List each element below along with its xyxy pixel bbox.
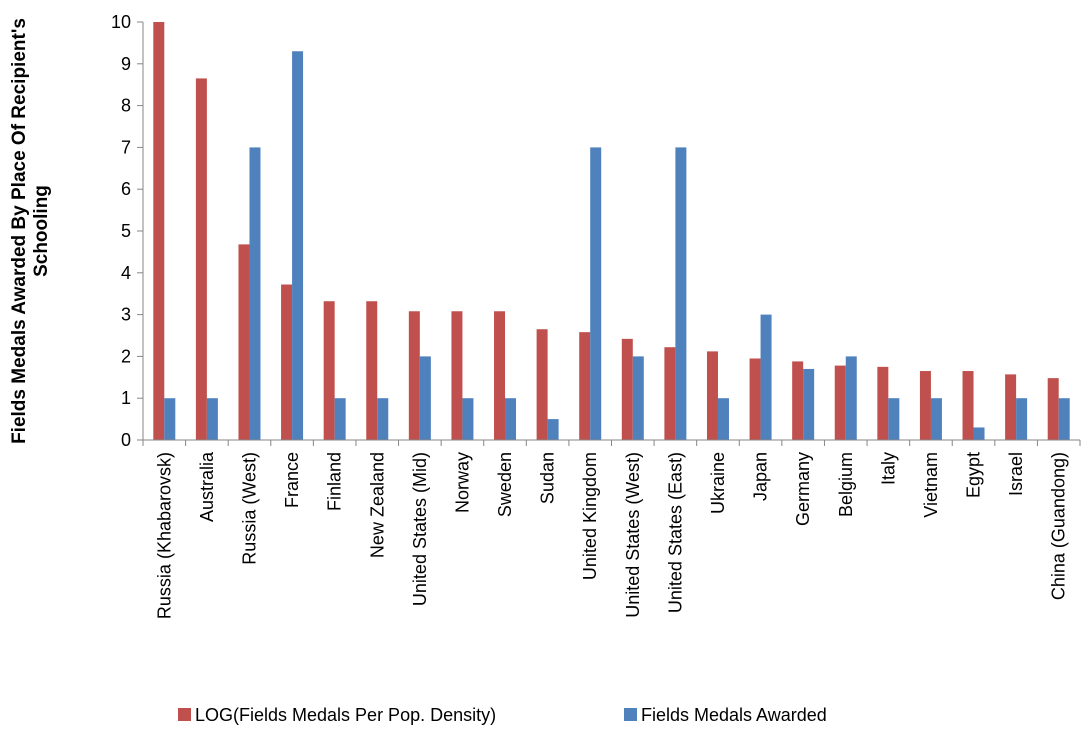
y-axis-ticks: 0 1 2 3 4 5 6 7 8 9 10 (111, 12, 143, 450)
bar-series-2-1 (164, 398, 176, 440)
bar-series-1-11 (579, 332, 591, 440)
bar-series-1-18 (877, 366, 889, 440)
y-tick-label: 10 (111, 12, 131, 32)
bar-series-1-4 (281, 284, 293, 440)
y-tick-label: 1 (121, 388, 131, 408)
bar-series-2-20 (973, 427, 985, 440)
bar-series-1-13 (664, 347, 676, 440)
bar-series-2-13 (675, 147, 687, 440)
bar-series-2-6 (377, 398, 389, 440)
y-tick-label: 3 (121, 305, 131, 325)
bar-series-2-11 (590, 147, 602, 440)
x-category-label: Vietnam (921, 452, 941, 518)
y-axis-title-line-2: Schooling (31, 185, 52, 277)
bar-series-2-8 (462, 398, 474, 440)
bar-series-2-21 (1016, 398, 1028, 440)
y-tick-label: 8 (121, 96, 131, 116)
x-category-label: Japan (751, 452, 771, 501)
bar-series-1-7 (408, 311, 420, 440)
bar-series-2-22 (1058, 398, 1070, 440)
x-axis-labels: Russia (Khabarovsk) Australia Russia (West… (154, 451, 1068, 619)
bar-series-1-20 (962, 371, 974, 440)
bar-series-1-14 (706, 351, 718, 440)
x-category-label: Russia (Khabarovsk) (154, 452, 174, 619)
y-tick-label: 5 (121, 221, 131, 241)
bar-series-2-16 (803, 368, 815, 440)
axes (142, 22, 1081, 446)
bar-series-1-5 (323, 301, 335, 440)
y-tick-label: 4 (121, 263, 131, 283)
bar-series-1-9 (494, 311, 506, 440)
legend-label-1: LOG(Fields Medals Per Pop. Density) (195, 705, 496, 725)
x-category-label: Norway (452, 452, 472, 513)
bar-series-2-2 (206, 398, 218, 440)
y-tick-label: 6 (121, 179, 131, 199)
bar-series-2-17 (845, 356, 857, 440)
bar-series-2-10 (547, 419, 559, 440)
x-category-label: United States (West) (623, 452, 643, 618)
x-category-label: United Kingdom (580, 452, 600, 580)
y-tick-label: 7 (121, 137, 131, 157)
y-tick-label: 2 (121, 346, 131, 366)
bar-series-1-6 (366, 301, 378, 440)
bar-series-2-5 (334, 398, 346, 440)
x-category-label: China (Guandong) (1049, 452, 1069, 600)
bar-series-1-8 (451, 311, 463, 440)
bar-series-2-19 (930, 398, 942, 440)
x-category-label: France (282, 452, 302, 508)
bars (153, 22, 1070, 441)
x-category-label: Israel (1006, 452, 1026, 496)
bar-series-1-15 (749, 358, 761, 440)
x-category-label: Finland (325, 452, 345, 511)
y-axis-title-line-1: Fields Medals Awarded By Place Of Recipi… (9, 18, 30, 444)
x-category-label: New Zealand (367, 452, 387, 558)
x-category-label: United States (East) (665, 452, 685, 613)
bar-series-2-4 (292, 51, 304, 440)
bar-series-1-22 (1047, 378, 1059, 440)
x-category-label: Belgium (836, 452, 856, 517)
x-category-label: Sweden (495, 452, 515, 517)
x-category-label: Australia (197, 451, 217, 522)
bar-series-1-3 (238, 244, 250, 440)
y-tick-label: 9 (121, 54, 131, 74)
bar-series-1-16 (792, 361, 804, 440)
y-tick-label: 0 (121, 430, 131, 450)
x-category-label: United States (Mid) (410, 452, 430, 606)
bar-series-1-21 (1005, 374, 1017, 440)
legend-swatch-2 (624, 708, 637, 721)
x-category-label: Egypt (964, 452, 984, 498)
bar-series-1-12 (621, 338, 633, 440)
legend-label-2: Fields Medals Awarded (641, 705, 827, 725)
bar-series-1-17 (834, 365, 846, 440)
bar-series-1-1 (153, 22, 165, 440)
x-category-label: Russia (West) (239, 452, 259, 565)
bar-series-2-3 (249, 147, 261, 440)
bar-series-2-12 (632, 356, 644, 440)
legend: LOG(Fields Medals Per Pop. Density) Field… (178, 705, 827, 725)
bar-series-1-10 (536, 329, 548, 440)
bar-series-2-18 (888, 398, 900, 440)
x-category-label: Germany (793, 452, 813, 526)
x-category-label: Ukraine (708, 452, 728, 514)
y-axis-title-group: Fields Medals Awarded By Place Of Recipi… (9, 18, 52, 444)
bar-series-2-7 (419, 356, 431, 440)
x-category-label: Sudan (538, 452, 558, 504)
legend-swatch-1 (178, 708, 191, 721)
bar-series-1-2 (195, 78, 207, 441)
bar-series-2-15 (760, 314, 772, 440)
bar-series-2-14 (717, 398, 729, 440)
x-category-label: Italy (878, 452, 898, 485)
bar-series-2-9 (505, 398, 517, 440)
bar-series-1-19 (919, 371, 931, 440)
